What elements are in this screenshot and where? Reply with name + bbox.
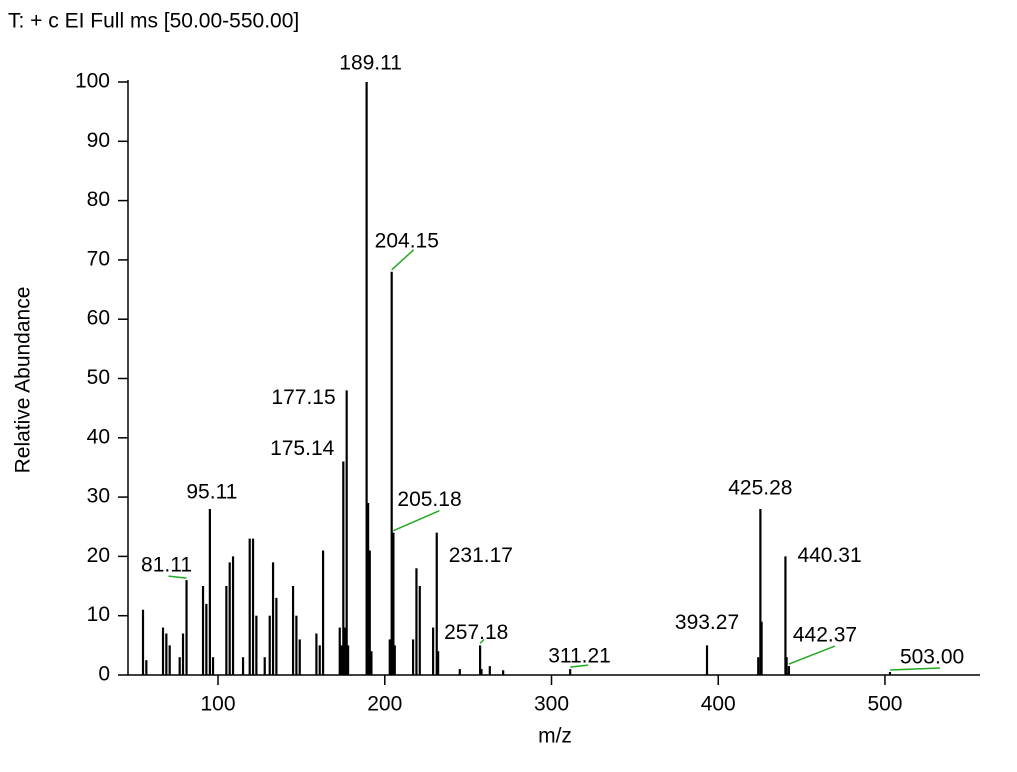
y-tick-label: 90 — [87, 129, 110, 152]
peak-label: 231.17 — [449, 544, 513, 567]
y-tick-label: 20 — [87, 544, 110, 567]
peak-label: 204.15 — [375, 229, 439, 252]
label-leader — [788, 645, 836, 665]
peak-label: 425.28 — [728, 477, 792, 500]
peak-label: 311.21 — [548, 645, 611, 668]
y-tick-label: 80 — [87, 188, 110, 211]
y-tick-label: 100 — [75, 70, 110, 93]
peak-label: 95.11 — [186, 481, 237, 504]
x-tick-label: 200 — [367, 693, 402, 716]
chart-title: T: + c EI Full ms [50.00-550.00] — [8, 10, 299, 33]
y-tick-label: 50 — [87, 366, 110, 389]
peak-label: 81.11 — [141, 554, 192, 577]
label-leader — [393, 509, 440, 532]
label-leader — [391, 249, 415, 271]
x-tick-label: 400 — [701, 693, 736, 716]
label-leader — [570, 664, 589, 668]
x-axis-label: m/z — [538, 725, 572, 748]
y-axis-label: Relative Abundance — [12, 287, 35, 474]
peak-label: 440.31 — [797, 544, 861, 567]
y-tick-label: 30 — [87, 485, 110, 508]
x-tick-label: 300 — [534, 693, 569, 716]
y-tick-label: 60 — [87, 307, 110, 330]
y-tick-label: 10 — [87, 603, 110, 626]
x-tick-label: 100 — [201, 693, 236, 716]
peak-label: 257.18 — [444, 621, 508, 644]
y-tick-label: 70 — [87, 247, 110, 270]
label-leader — [479, 638, 485, 644]
peak-label: 393.27 — [675, 611, 739, 634]
label-leader — [168, 575, 187, 579]
peak-label: 503.00 — [900, 646, 964, 669]
peak-label: 177.15 — [271, 386, 335, 409]
x-tick-label: 500 — [867, 693, 902, 716]
peak-label: 442.37 — [793, 624, 857, 647]
label-leader — [889, 667, 940, 671]
peak-label: 205.18 — [397, 488, 461, 511]
y-tick-label: 40 — [87, 425, 110, 448]
peak-label: 189.11 — [339, 52, 402, 75]
peak-label: 175.14 — [270, 437, 335, 460]
y-tick-label: 0 — [98, 663, 110, 686]
